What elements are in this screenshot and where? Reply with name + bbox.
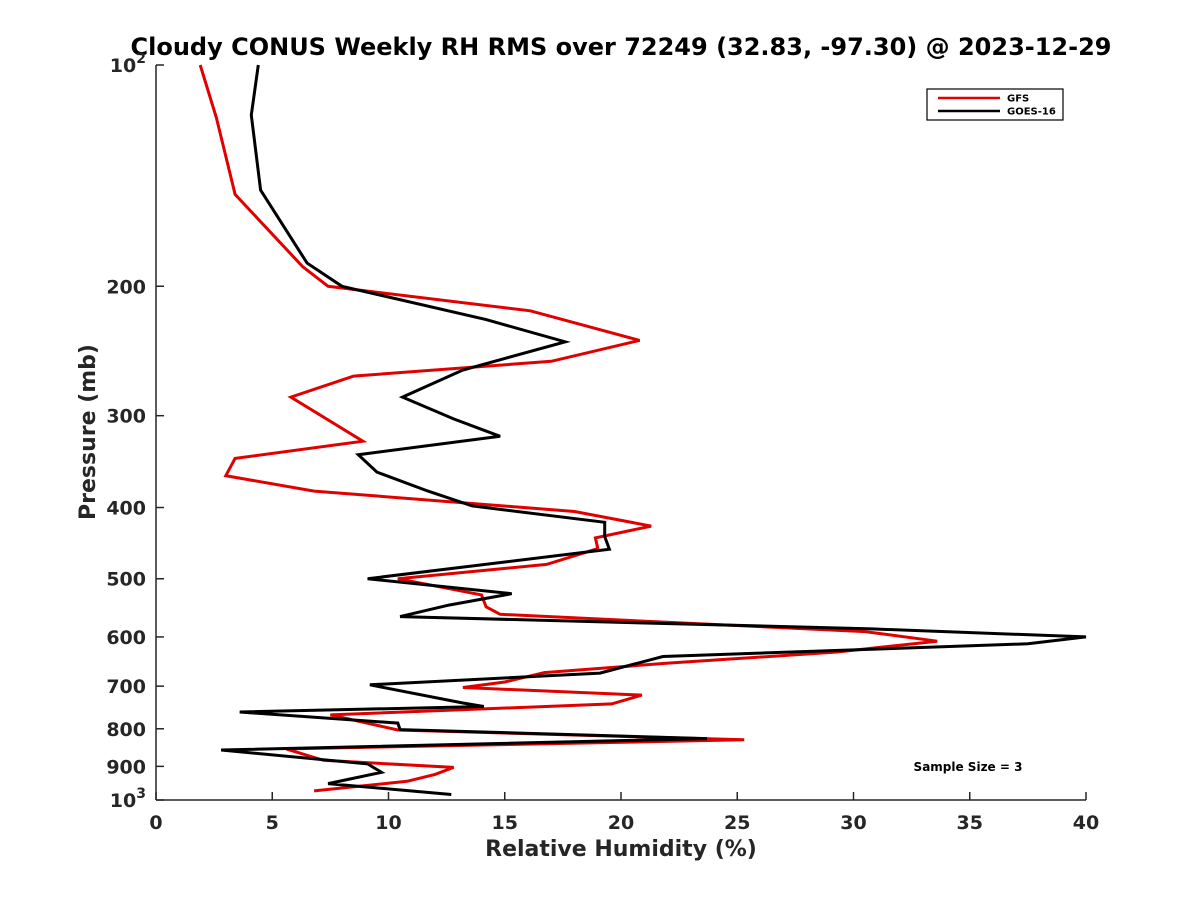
x-tick-label: 5	[266, 812, 279, 834]
y-axis-label: Pressure (mb)	[76, 344, 101, 520]
x-tick-label: 40	[1073, 812, 1099, 834]
y-tick-label: 200	[106, 276, 146, 298]
y-tick-label: 500	[106, 569, 146, 591]
series-layer	[198, 64, 1087, 796]
y-tick-label: 103	[110, 786, 146, 812]
legend-label-gfs: GFS	[1007, 94, 1029, 105]
y-tick-label: 800	[106, 719, 146, 741]
y-axis-ticks: 102 200 300 400 500 600 700 800 900 103	[106, 51, 164, 812]
legend-items: GFS GOES-16	[938, 94, 1056, 118]
y-tick-label: 900	[106, 756, 146, 778]
y-tick-label: 600	[106, 627, 146, 649]
legend-box	[926, 88, 1064, 121]
x-tick-label: 35	[957, 812, 983, 834]
plot-area: 0 5 10 15 20 25 30 35 40 102 200 300 400 500 600 700 80…	[106, 51, 1099, 834]
x-tick-label: 15	[492, 812, 518, 834]
legend-label-goes-16: GOES-16	[1007, 107, 1056, 118]
legend: GFS GOES-16	[926, 88, 1064, 121]
chart-title: Cloudy CONUS Weekly RH RMS over 72249 (3…	[131, 33, 1112, 61]
x-axis-label: Relative Humidity (%)	[485, 837, 757, 862]
y-tick-label: 300	[106, 406, 146, 428]
sample-size-annotation: Sample Size = 3	[914, 760, 1023, 774]
y-tick-label: 700	[106, 676, 146, 698]
y-tick-label: 102	[110, 51, 146, 77]
x-tick-label: 10	[375, 812, 401, 834]
x-tick-label: 0	[149, 812, 162, 834]
x-tick-label: 30	[840, 812, 866, 834]
x-tick-label: 20	[608, 812, 634, 834]
x-tick-label: 25	[724, 812, 750, 834]
series-line-goes-16	[220, 64, 1087, 796]
x-axis-ticks: 0 5 10 15 20 25 30 35 40	[149, 792, 1099, 834]
y-tick-label: 400	[106, 498, 146, 520]
